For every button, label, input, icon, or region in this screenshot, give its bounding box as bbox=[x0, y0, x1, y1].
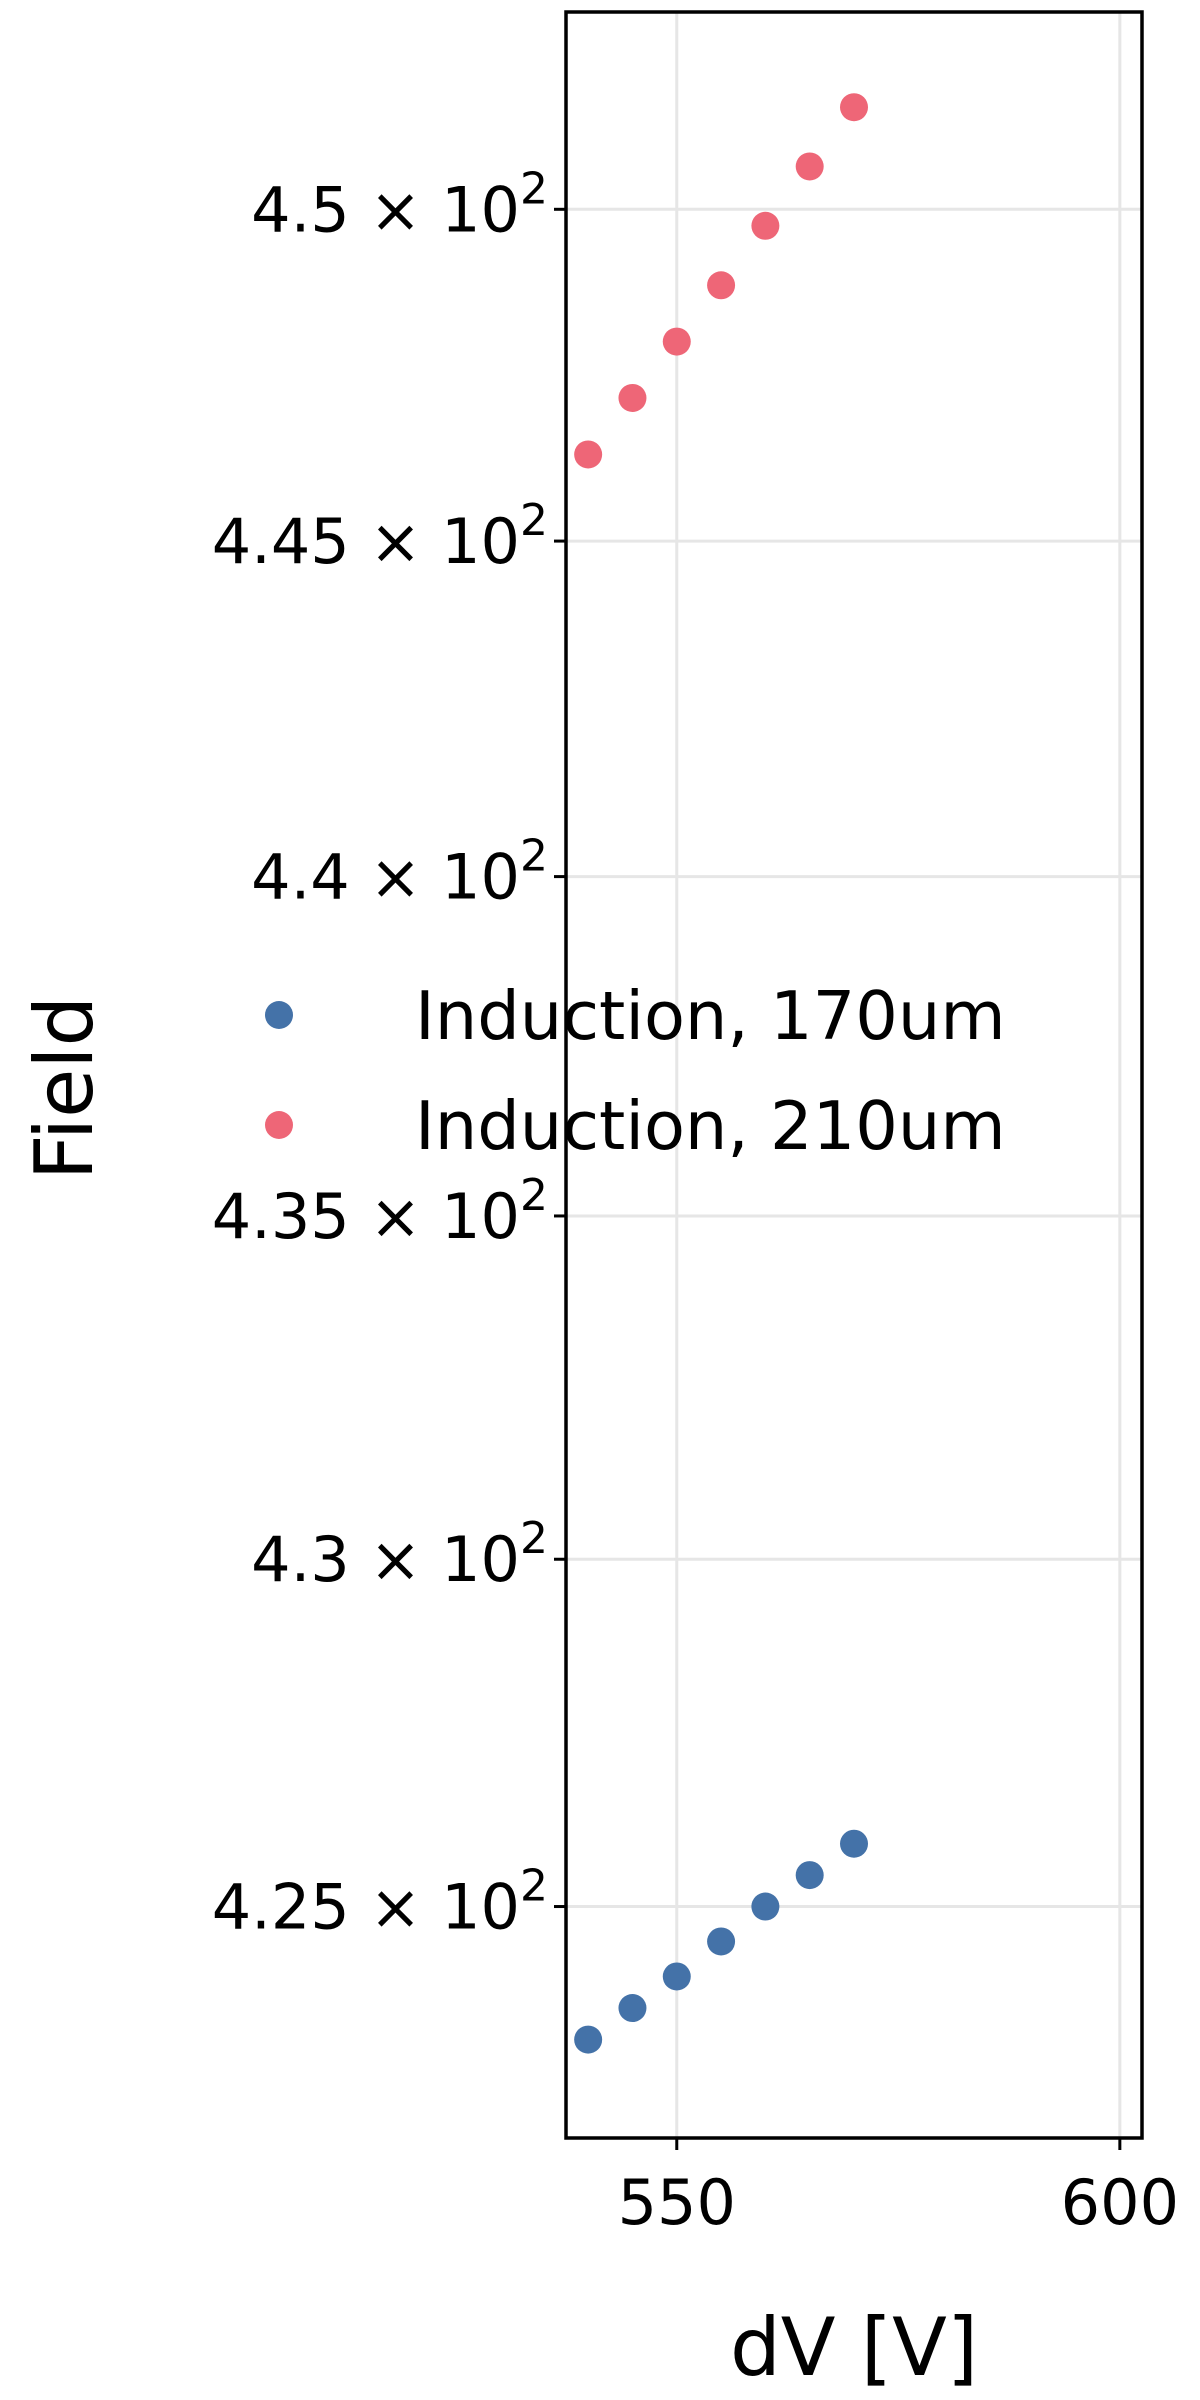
data-point-series-2 bbox=[574, 440, 603, 469]
data-point-series-1 bbox=[751, 1892, 780, 1921]
data-point-series-1 bbox=[662, 1962, 691, 1991]
axis-tick-labels: 550 600 4.25 × 102 4.3 × 102 4.35 × 102 4.4 ×… bbox=[212, 163, 1179, 2239]
grid bbox=[566, 12, 1142, 2138]
data-point-series-1 bbox=[707, 1927, 736, 1956]
data-point-series-2 bbox=[795, 152, 824, 181]
legend: Induction, 170um Induction, 210um bbox=[265, 977, 1006, 1165]
y-tick-label: 4.35 × 102 bbox=[212, 1170, 548, 1253]
y-axis-label: Field bbox=[18, 996, 111, 1181]
y-tick-label: 4.3 × 102 bbox=[251, 1513, 548, 1596]
x-axis-label: dV [V] bbox=[730, 2301, 978, 2394]
plot-area-frame bbox=[564, 10, 1144, 2140]
legend-marker-series-1 bbox=[265, 1001, 293, 1029]
axis-ticks bbox=[554, 207, 1122, 2150]
data-point-series-2 bbox=[618, 383, 647, 412]
x-tick-label: 600 bbox=[1061, 2166, 1179, 2239]
x-tick-label: 550 bbox=[618, 2166, 736, 2239]
y-tick-label: 4.45 × 102 bbox=[212, 495, 548, 578]
data-point-series-1 bbox=[574, 2025, 603, 2054]
y-tick-label: 4.5 × 102 bbox=[251, 163, 548, 246]
data-point-series-2 bbox=[751, 211, 780, 240]
legend-label-series-1: Induction, 170um bbox=[415, 977, 1006, 1055]
legend-label-series-2: Induction, 210um bbox=[415, 1087, 1006, 1165]
data-point-series-2 bbox=[840, 93, 868, 122]
y-tick-label: 4.4 × 102 bbox=[251, 831, 548, 914]
data-points bbox=[574, 93, 868, 2054]
data-point-series-1 bbox=[840, 1829, 868, 1858]
legend-marker-series-2 bbox=[265, 1111, 293, 1139]
data-point-series-1 bbox=[618, 1994, 647, 2023]
data-point-series-2 bbox=[707, 271, 736, 300]
y-tick-label: 4.25 × 102 bbox=[212, 1861, 548, 1944]
data-point-series-2 bbox=[662, 327, 691, 356]
data-point-series-1 bbox=[795, 1861, 824, 1890]
